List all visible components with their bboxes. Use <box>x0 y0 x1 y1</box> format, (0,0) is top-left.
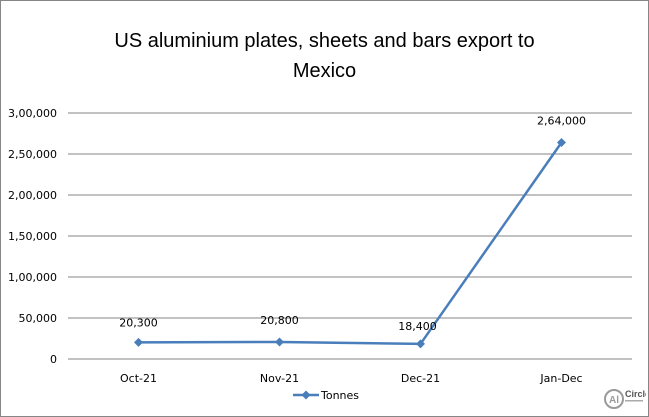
x-tick-label: Nov-21 <box>260 372 299 385</box>
legend[interactable]: Tonnes <box>293 389 359 402</box>
svg-text:Al: Al <box>609 395 619 406</box>
diamond-marker-icon[interactable] <box>416 339 425 349</box>
diamond-marker-icon[interactable] <box>557 138 566 148</box>
diamond-marker-icon[interactable] <box>134 337 143 347</box>
y-tick-label: 2,50,000 <box>8 148 57 161</box>
y-tick-label: 2,00,000 <box>8 189 57 202</box>
series-line <box>138 141 563 346</box>
data-labels: 20,300 20,800 18,400 2,64,000 <box>119 115 586 333</box>
y-tick-label: 50,000 <box>19 312 58 325</box>
x-tick-label: Jan-Dec <box>539 372 582 385</box>
x-axis-labels: Oct-21 Nov-21 Dec-21 Jan-Dec <box>120 372 583 385</box>
series-tonnes <box>134 138 566 349</box>
data-label: 2,64,000 <box>537 115 586 128</box>
x-tick-label: Dec-21 <box>401 372 440 385</box>
chart-title: US aluminium plates, sheets and bars exp… <box>0 26 649 86</box>
diamond-marker-icon[interactable] <box>275 337 284 347</box>
data-label: 20,300 <box>119 316 158 329</box>
chart-title-line-2: Mexico <box>292 60 357 82</box>
y-tick-label: 0 <box>50 353 57 366</box>
x-tick-label: Oct-21 <box>120 372 157 385</box>
y-axis-labels: 0 50,000 1,00,000 1,50,000 2,00,000 2,50,000 3… <box>8 107 57 366</box>
data-label: 18,400 <box>398 320 437 333</box>
legend-label: Tonnes <box>320 389 359 402</box>
chart-title-line-1: US aluminium plates, sheets and bars exp… <box>114 30 535 52</box>
y-tick-label: 1,00,000 <box>8 271 57 284</box>
data-label: 20,800 <box>260 314 299 327</box>
svg-text:Circle: Circle <box>625 389 646 399</box>
alcircle-logo: Al Circle <box>604 383 646 413</box>
gridlines <box>68 112 632 360</box>
y-tick-label: 3,00,000 <box>8 107 57 120</box>
y-tick-label: 1,50,000 <box>8 230 57 243</box>
legend-diamond-icon <box>301 390 311 400</box>
